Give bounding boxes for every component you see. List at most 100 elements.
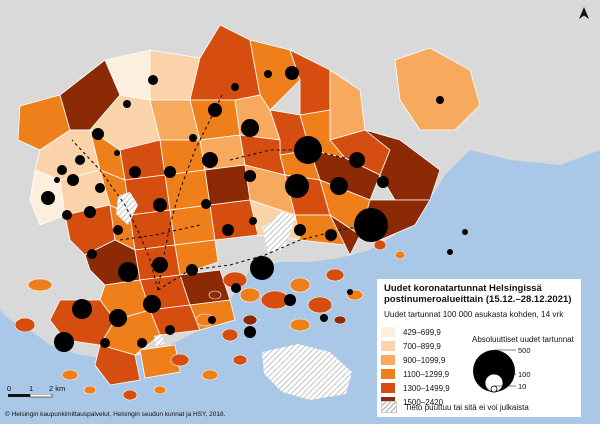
postal-area: [174, 239, 219, 276]
scale-bar-graphic: [8, 394, 53, 398]
legend-class-1: 429–699,9: [381, 325, 450, 339]
case-count-symbol: [320, 314, 328, 322]
legend-class-label: 1100–1299,9: [403, 369, 450, 379]
postal-area: [249, 39, 301, 111]
case-count-symbol: [113, 225, 123, 235]
case-count-symbol: [100, 338, 110, 348]
case-count-symbol: [330, 177, 348, 195]
case-count-symbol: [84, 206, 96, 218]
island: [170, 353, 190, 367]
circle-500: [473, 350, 515, 392]
postal-area: [204, 164, 251, 206]
absolute-label-10: 10: [518, 382, 527, 391]
case-count-symbol: [285, 66, 299, 80]
case-count-symbol: [148, 75, 158, 85]
legend-swatch: [381, 369, 395, 379]
case-count-symbol: [118, 262, 138, 282]
legend: Uudet koronatartunnat Helsingissä postin…: [377, 279, 581, 417]
scale-bar: 0 1 2 km: [7, 384, 67, 398]
case-count-symbol: [201, 199, 211, 209]
island: [333, 315, 347, 325]
legend-class-label: 1500–2420: [403, 397, 444, 407]
postal-area: [139, 344, 181, 379]
case-count-symbol: [294, 136, 322, 164]
legend-swatch: [381, 355, 395, 365]
case-count-symbol: [244, 170, 256, 182]
circle-10: [490, 385, 498, 393]
case-count-symbol: [165, 325, 175, 335]
island: [239, 287, 261, 303]
island: [325, 268, 345, 282]
legend-title: Uudet koronatartunnat Helsingissä postin…: [384, 283, 572, 305]
no-data-label: Tieto puuttuu tai sitä ei voi julkaista: [405, 402, 529, 412]
island: [289, 277, 311, 293]
case-count-symbol: [137, 338, 147, 348]
legend-class-4: 1100–1299,9: [381, 367, 450, 381]
scale-label-2: 2 km: [49, 384, 66, 393]
case-count-symbol: [153, 198, 167, 212]
case-count-symbol: [244, 326, 256, 338]
absolute-cases-circles: [473, 349, 516, 393]
case-count-symbol: [231, 83, 239, 91]
case-count-symbol: [241, 119, 259, 137]
legend-class-label: 900–1099,9: [403, 355, 446, 365]
island: [14, 317, 36, 333]
case-count-symbol: [95, 183, 105, 193]
island: [232, 354, 248, 366]
case-count-symbol: [41, 191, 55, 205]
postal-area: [94, 344, 141, 386]
case-count-symbol: [250, 256, 274, 280]
case-count-symbol: [75, 155, 85, 165]
case-count-symbol: [152, 257, 168, 273]
case-count-symbol: [222, 224, 234, 236]
case-count-symbol: [349, 152, 365, 168]
legend-class-label: 1300–1499,9: [403, 383, 450, 393]
legend-swatch: [381, 341, 395, 351]
legend-swatch: [381, 327, 395, 337]
island: [208, 290, 222, 300]
case-count-symbol: [347, 289, 353, 295]
island: [394, 250, 406, 260]
legend-class-label: 700–899,9: [403, 341, 441, 351]
postal-area: [129, 209, 176, 251]
north-arrow-icon: [579, 7, 589, 19]
island: [153, 385, 167, 395]
case-count-symbol: [325, 229, 337, 241]
island: [201, 369, 219, 381]
island: [307, 296, 333, 314]
case-count-symbol: [447, 249, 453, 255]
legend-class-5: 1300–1499,9: [381, 381, 450, 395]
island: [242, 314, 258, 326]
legend-no-data: Tieto puuttuu tai sitä ei voi julkaista: [381, 401, 529, 413]
case-count-symbol: [202, 152, 218, 168]
legend-class-label: 429–699,9: [403, 327, 441, 337]
case-count-symbol: [249, 217, 257, 225]
case-count-symbol: [285, 174, 309, 198]
case-count-symbol: [264, 70, 272, 78]
case-count-symbol: [123, 100, 131, 108]
case-count-symbol: [114, 150, 120, 156]
case-count-symbol: [87, 249, 97, 259]
case-count-symbol: [231, 283, 241, 293]
case-count-symbol: [294, 224, 306, 236]
postal-area: [169, 204, 216, 246]
scale-label-0: 0: [7, 384, 12, 393]
case-count-symbol: [354, 208, 388, 242]
postal-area: [394, 47, 481, 131]
absolute-cases-title: Absoluuttiset uudet tartunnat: [472, 335, 574, 344]
island: [373, 239, 387, 251]
case-count-symbol: [72, 299, 92, 319]
islands: [14, 239, 406, 401]
island: [61, 369, 79, 381]
island: [221, 328, 239, 342]
no-data-areas: [116, 192, 352, 400]
case-count-symbol: [54, 332, 74, 352]
case-count-symbol: [57, 165, 67, 175]
island: [122, 389, 138, 401]
legend-class-3: 900–1099,9: [381, 353, 450, 367]
scale-label-1: 1: [29, 384, 34, 393]
case-count-symbol: [462, 229, 468, 235]
case-count-symbol: [67, 174, 79, 186]
